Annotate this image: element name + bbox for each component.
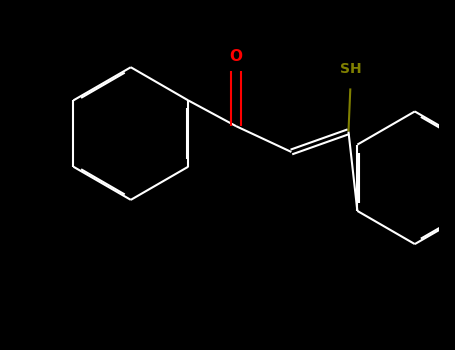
Text: SH: SH: [339, 62, 361, 76]
Text: O: O: [230, 49, 243, 64]
